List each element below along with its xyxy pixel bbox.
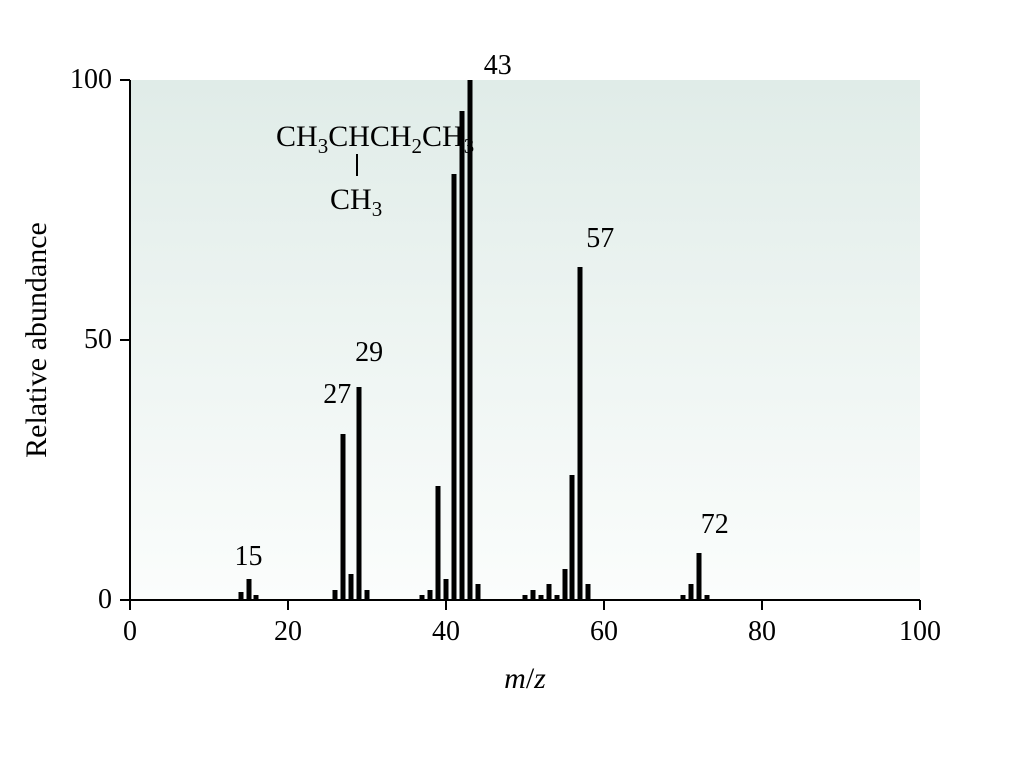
- spectrum-bar: [428, 590, 433, 600]
- peak-label: 72: [701, 509, 729, 541]
- x-tick-label: 20: [274, 616, 302, 648]
- spectrum-bar: [333, 590, 338, 600]
- spectrum-bar: [586, 584, 591, 600]
- x-tick-label: 60: [590, 616, 618, 648]
- structure-bond-line: [356, 154, 358, 176]
- x-axis-label: m/z: [504, 662, 546, 696]
- spectrum-bar: [570, 475, 575, 600]
- y-tick-label: 100: [42, 64, 112, 96]
- y-tick: [120, 79, 130, 81]
- x-tick-label: 0: [123, 616, 137, 648]
- spectrum-bar: [523, 595, 528, 600]
- spectrum-bar: [538, 595, 543, 600]
- spectrum-bar: [530, 590, 535, 600]
- spectrum-bar: [688, 584, 693, 600]
- spectrum-bar: [238, 592, 243, 600]
- spectrum-bars: [130, 80, 920, 600]
- spectrum-bar: [365, 590, 370, 600]
- y-tick: [120, 339, 130, 341]
- y-tick-label: 0: [42, 584, 112, 616]
- spectrum-bar: [420, 595, 425, 600]
- x-tick: [919, 600, 921, 610]
- y-tick: [120, 599, 130, 601]
- spectrum-bar: [349, 574, 354, 600]
- spectrum-bar: [451, 174, 456, 600]
- peak-label: 43: [484, 50, 512, 82]
- x-tick: [129, 600, 131, 610]
- spectrum-bar: [696, 553, 701, 600]
- x-tick: [287, 600, 289, 610]
- chart-wrap: 152729435772 020406080100 050100 Relativ…: [0, 0, 1024, 768]
- x-tick: [603, 600, 605, 610]
- spectrum-bar: [562, 569, 567, 600]
- x-tick: [761, 600, 763, 610]
- spectrum-bar: [357, 387, 362, 600]
- spectrum-bar: [246, 579, 251, 600]
- spectrum-bar: [554, 595, 559, 600]
- spectrum-bar: [681, 595, 686, 600]
- y-axis-label: Relative abundance: [20, 222, 54, 458]
- spectrum-bar: [475, 584, 480, 600]
- molecule-structure: CH3CHCH2CH3 CH3: [276, 118, 474, 223]
- spectrum-bar: [444, 579, 449, 600]
- peak-label: 57: [586, 223, 614, 255]
- x-tick-label: 100: [899, 616, 941, 648]
- spectrum-bar: [254, 595, 259, 600]
- spectrum-bar: [578, 267, 583, 600]
- spectrum-bar: [704, 595, 709, 600]
- peak-label: 15: [235, 541, 263, 573]
- spectrum-bar: [436, 486, 441, 600]
- structure-line-2: CH3: [330, 181, 382, 222]
- peak-label: 27: [323, 379, 351, 411]
- x-tick-label: 40: [432, 616, 460, 648]
- spectrum-bar: [546, 584, 551, 600]
- spectrum-bar: [341, 434, 346, 600]
- structure-line-1: CH3CHCH2CH3: [276, 118, 474, 159]
- x-tick: [445, 600, 447, 610]
- x-tick-label: 80: [748, 616, 776, 648]
- peak-label: 29: [355, 337, 383, 369]
